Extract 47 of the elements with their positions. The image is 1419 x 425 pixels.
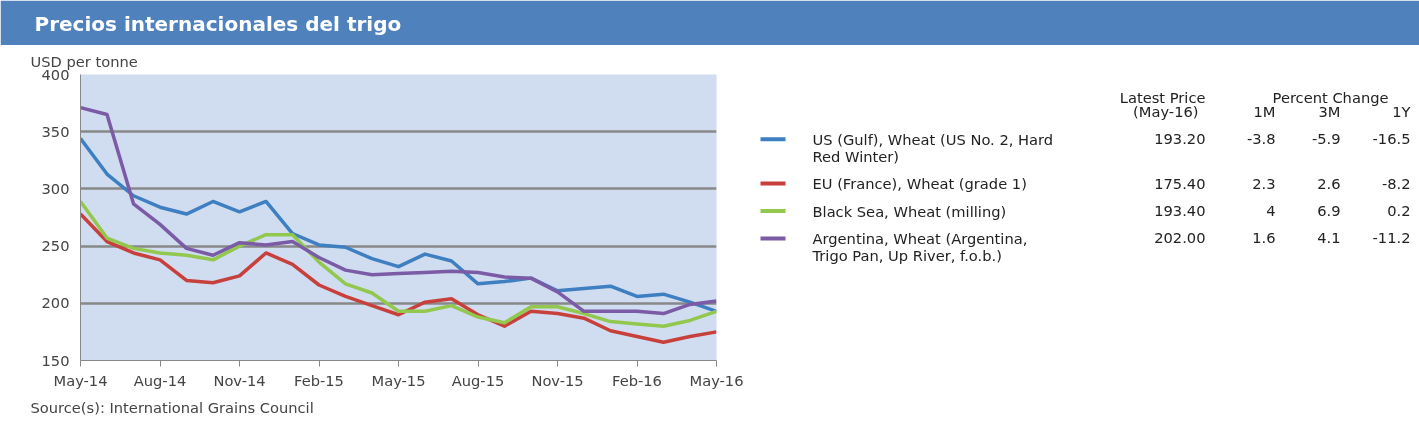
x-tick-label: May-14: [53, 371, 108, 389]
text: 1M: [1253, 103, 1276, 121]
text: 4: [1266, 202, 1276, 220]
text: 4.1: [1317, 229, 1341, 247]
source-note: Source(s): International Grains Council: [30, 398, 314, 416]
legend-label: EU (France), Wheat (grade 1): [812, 175, 1027, 193]
line-series: [80, 136, 717, 314]
text: 175.40: [1154, 174, 1206, 192]
text: Latest Price: [1119, 88, 1206, 106]
text: 6.9: [1317, 202, 1341, 220]
text: 202.00: [1154, 229, 1206, 247]
line-series: [80, 199, 717, 328]
y-tick-label: 200: [41, 294, 70, 312]
x-tick-label: Aug-14: [133, 371, 187, 389]
x-tick-label: Nov-15: [531, 371, 584, 389]
text: 2.3: [1252, 174, 1276, 192]
x-tick-label: Aug-15: [451, 371, 505, 389]
text: (May-16): [1133, 103, 1199, 121]
text: 2.6: [1317, 174, 1341, 192]
text: 193.20: [1154, 130, 1206, 148]
text: 3M: [1318, 103, 1341, 121]
y-axis-title: USD per tonne: [30, 52, 138, 70]
y-tick-label: 300: [41, 179, 70, 197]
text: 1.6: [1252, 229, 1276, 247]
y-tick-label: 350: [41, 122, 70, 140]
text: 0.2: [1387, 202, 1411, 220]
text: -16.5: [1372, 130, 1411, 148]
x-tick-label: Feb-16: [612, 371, 662, 389]
x-tick-label: May-16: [689, 371, 744, 389]
text: -3.8: [1246, 130, 1276, 148]
legend-label: Black Sea, Wheat (milling): [812, 202, 1007, 220]
legend-label: Argentina, Wheat (Argentina, Trigo Pan, Up River, f.o.b.): [811, 229, 1028, 264]
line-series: [80, 105, 717, 316]
y-tick-label: 250: [41, 237, 70, 255]
x-tick-label: Feb-15: [294, 371, 344, 389]
x-tick-label: May-15: [371, 371, 426, 389]
x-tick-label: Nov-14: [213, 371, 266, 389]
text: -11.2: [1372, 229, 1411, 247]
line-series: [80, 212, 717, 344]
legend-label: US (Gulf), Wheat (US No. 2, Hard Red Winter): [812, 130, 1054, 165]
text: -5.9: [1311, 130, 1341, 148]
text: 1Y: [1392, 103, 1411, 121]
text: 193.40: [1154, 202, 1206, 220]
y-tick-label: 150: [41, 351, 70, 369]
text: Percent Change: [1272, 88, 1389, 106]
text: -8.2: [1381, 174, 1411, 192]
chart-title: Precios internacionales del trigo: [34, 11, 402, 36]
